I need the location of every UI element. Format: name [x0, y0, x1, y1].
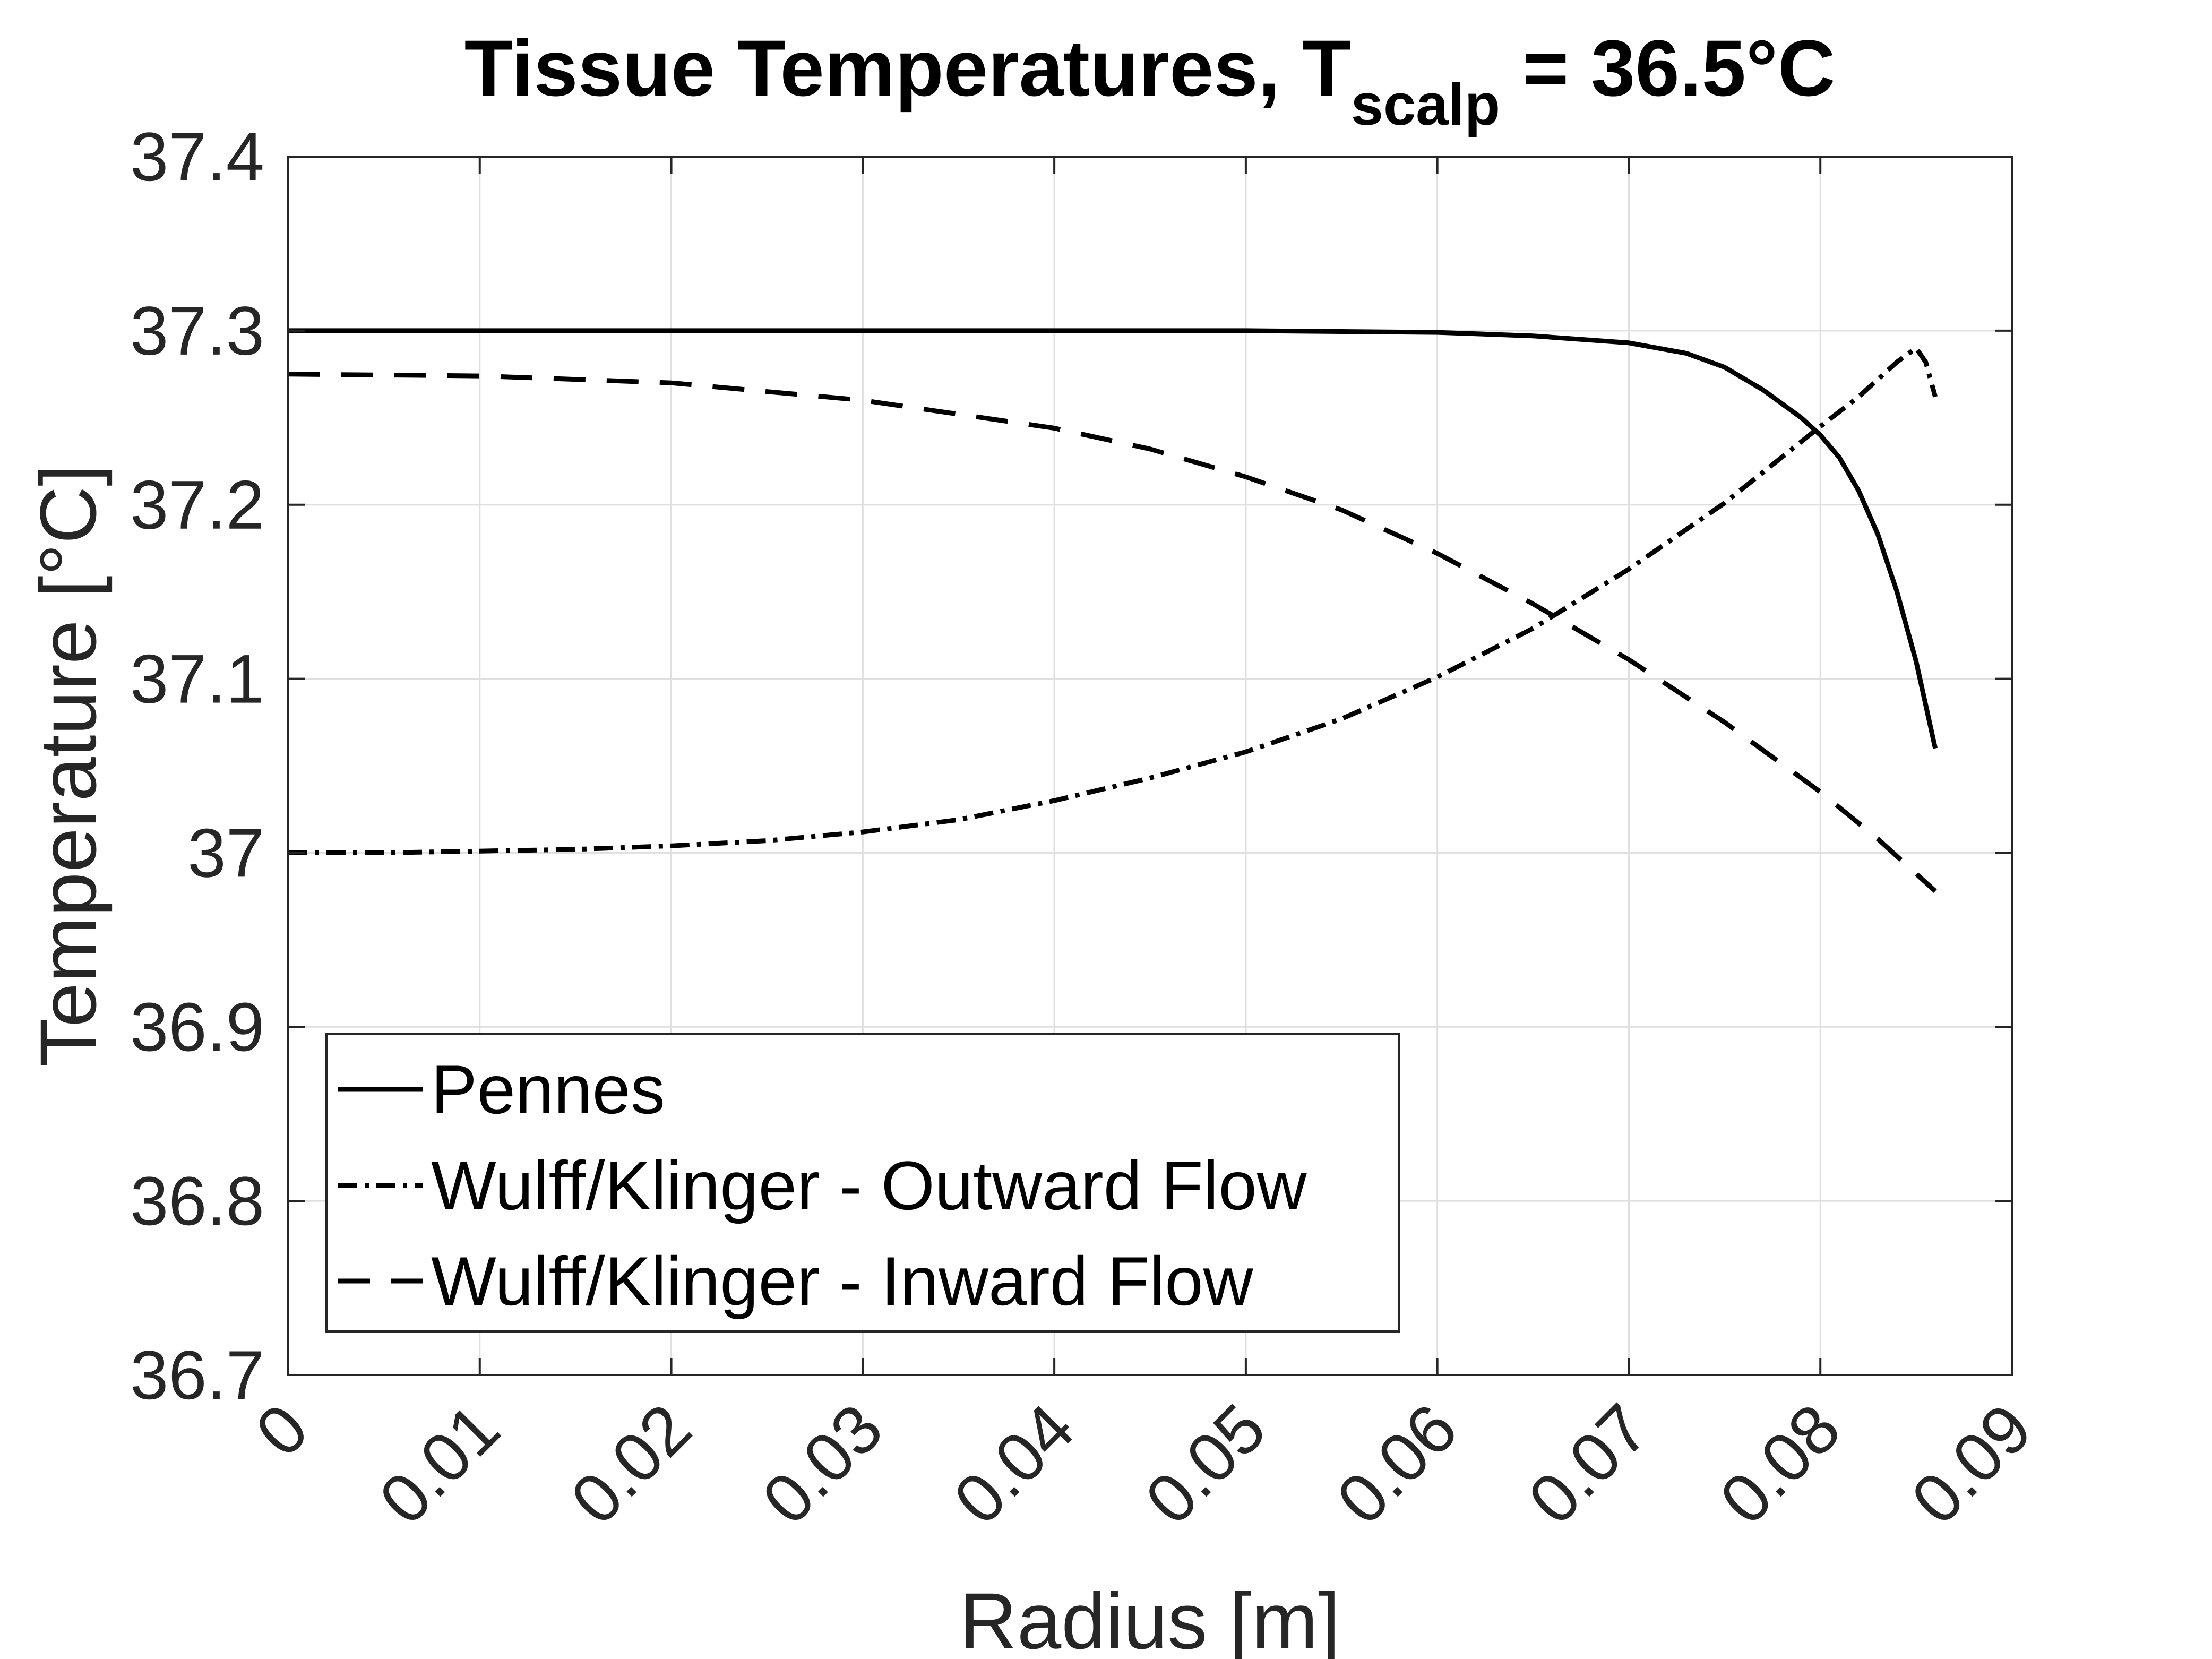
y-tick-label: 37.4 [130, 118, 264, 195]
y-tick-label: 36.8 [130, 1162, 264, 1240]
series-line-pennes [288, 328, 1938, 749]
legend-label-outward-flow: Wulff/Klinger - Outward Flow [431, 1147, 1307, 1224]
legend-label-pennes: Pennes [431, 1051, 665, 1128]
x-axis-label: Radius [m] [960, 1576, 1340, 1659]
legend: Pennes Wulff/Klinger - Outward Flow Wulf… [325, 1033, 1400, 1333]
y-tick-label: 37.1 [130, 640, 264, 718]
title-main: Tissue Temperatures, T [464, 23, 1351, 113]
y-axis-label: Temperature [°C] [23, 464, 113, 1067]
series-line-inward-flow [288, 372, 1937, 893]
y-tick-labels: 36.7 36.8 36.9 37 37.1 37.2 37.3 37.4 [130, 118, 264, 1414]
y-tick-label: 36.7 [130, 1336, 264, 1414]
axes-box [287, 156, 2013, 1376]
legend-box [325, 1033, 1400, 1333]
y-tick-label: 37.3 [130, 292, 264, 369]
series-line-outward-flow [288, 346, 1938, 855]
legend-label-inward-flow: Wulff/Klinger - Inward Flow [431, 1242, 1254, 1320]
y-tick-label: 37.2 [130, 466, 264, 544]
chart-title: Tissue Temperatures, Tscalp = 36.5°C [464, 23, 1836, 137]
y-tick-label: 37 [187, 814, 264, 891]
title-suffix: = 36.5°C [1500, 23, 1835, 113]
tick-marks [287, 156, 2013, 1376]
title-subscript: scalp [1351, 72, 1500, 137]
y-tick-label: 36.9 [130, 988, 264, 1065]
series-layer [288, 328, 1938, 893]
